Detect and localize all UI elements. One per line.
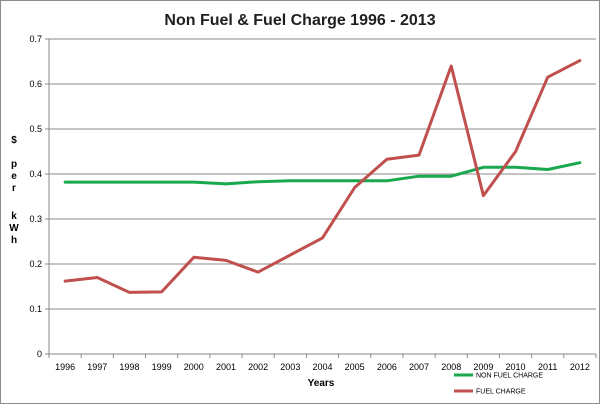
gridlines [49, 38, 596, 310]
x-tick-label: 2009 [473, 362, 493, 372]
y-tick-label: 0.2 [29, 259, 42, 269]
y-axis-tick-labels: 0 0.1 0.2 0.3 0.4 0.5 0.6 0.7 [29, 34, 42, 359]
y-axis-title-char: p [11, 159, 17, 170]
y-axis-title-char: W [9, 223, 19, 234]
x-tick-label: 2005 [345, 362, 365, 372]
series-lines [63, 59, 582, 294]
x-tick-label: 2010 [506, 362, 526, 372]
y-tick-label: 0 [37, 349, 42, 359]
x-tick-label: 2001 [216, 362, 236, 372]
x-tick-label: 1996 [55, 362, 75, 372]
x-tick-label: 2002 [248, 362, 268, 372]
x-axis-tick-labels: 1996 1997 1998 1999 2000 2001 2002 2003 2004 2005… [55, 362, 590, 372]
series-line-fuel-charge [63, 59, 582, 294]
series-line-non-fuel-charge [63, 161, 582, 186]
x-axis-title: Years [308, 378, 335, 389]
y-axis-title-char: e [11, 171, 17, 182]
y-tick-label: 0.7 [29, 34, 42, 44]
legend-label: FUEL CHARGE [476, 389, 526, 396]
x-tick-label: 2003 [280, 362, 300, 372]
legend: NON FUEL CHARGE FUEL CHARGE [454, 373, 543, 396]
y-tick-label: 0.3 [29, 214, 42, 224]
x-tick-label: 2011 [538, 362, 557, 372]
y-tick-label: 0.5 [29, 124, 42, 134]
x-tick-label: 1997 [87, 362, 107, 372]
y-axis-title-char: $ [11, 135, 17, 146]
y-tick-label: 0.4 [29, 169, 42, 179]
y-tick-label: 0.6 [29, 79, 42, 89]
y-axis-title-char: k [11, 211, 17, 222]
y-axis-title-char: r [12, 183, 16, 194]
x-tick-label: 2006 [377, 362, 397, 372]
legend-label: NON FUEL CHARGE [476, 373, 543, 380]
axes [45, 38, 597, 358]
x-tick-label: 2000 [184, 362, 204, 372]
chart-title: Non Fuel & Fuel Charge 1996 - 2013 [164, 12, 435, 29]
x-tick-label: 1999 [152, 362, 172, 372]
y-axis-title-char: h [11, 235, 17, 246]
x-tick-label: 2008 [441, 362, 461, 372]
x-tick-label: 2004 [312, 362, 332, 372]
x-tick-label: 1998 [119, 362, 139, 372]
x-tick-label: 2012 [570, 362, 590, 372]
y-axis-title: $ per kWh [9, 135, 19, 246]
x-tick-label: 2007 [409, 362, 429, 372]
y-tick-label: 0.1 [29, 304, 42, 314]
